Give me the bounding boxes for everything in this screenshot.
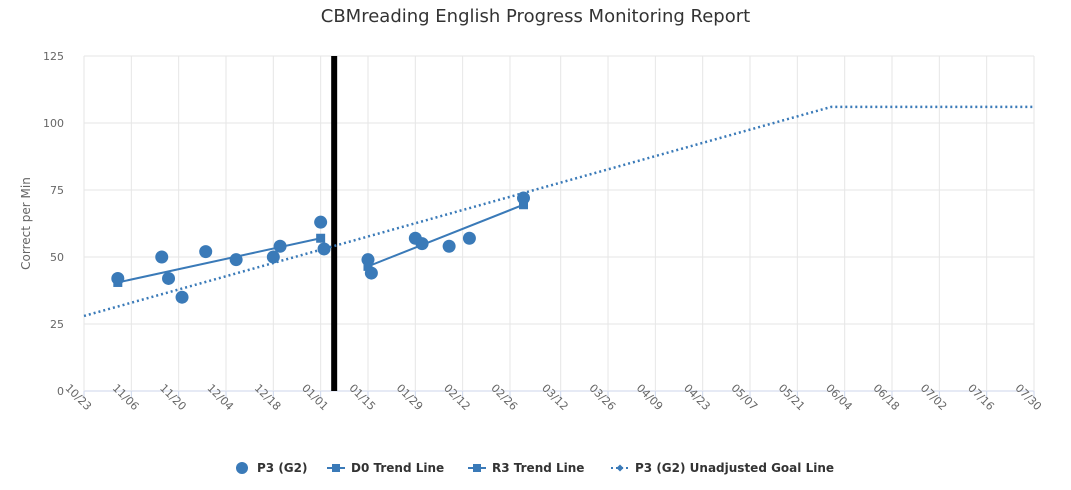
series-3: [83, 105, 1034, 318]
y-axis: 0 25 50 75 100 125 Correct per Min: [19, 50, 64, 398]
x-tick-label: 07/16: [965, 382, 997, 414]
y-tick-label: 50: [50, 251, 64, 264]
x-axis: 10/23 11/06 11/20 12/04 12/18 01/01 01/15 01/29…: [62, 382, 1044, 414]
trend-line: [117, 237, 321, 284]
grid-lines: [83, 55, 1035, 392]
data-point[interactable]: [155, 250, 169, 264]
y-axis-label: Correct per Min: [19, 177, 33, 270]
x-tick-label: 04/09: [634, 382, 666, 414]
data-point[interactable]: [266, 250, 280, 264]
x-tick-label: 02/26: [488, 382, 520, 414]
x-tick-label: 02/12: [441, 382, 473, 414]
x-tick-label: 07/30: [1012, 382, 1044, 414]
data-point[interactable]: [199, 245, 213, 259]
x-tick-label: 11/20: [157, 382, 189, 414]
x-tick-label: 05/21: [776, 382, 808, 414]
trend-point[interactable]: [316, 233, 326, 243]
trend-point[interactable]: [519, 200, 529, 210]
legend-label: P3 (G2): [257, 461, 308, 475]
x-tick-label: 05/07: [728, 382, 760, 414]
series-0: [111, 191, 531, 304]
trend-point[interactable]: [363, 261, 373, 271]
x-tick-label: 06/04: [823, 382, 855, 414]
y-tick-label: 0: [57, 385, 64, 398]
x-tick-label: 01/15: [346, 382, 378, 414]
y-tick-label: 125: [43, 50, 64, 63]
y-tick-label: 100: [43, 117, 64, 130]
legend-item[interactable]: D0 Trend Line: [327, 461, 444, 475]
data-point[interactable]: [317, 242, 331, 256]
x-tick-label: 12/04: [204, 382, 236, 414]
legend-marker-square[interactable]: [473, 464, 481, 472]
legend-item[interactable]: P3 (G2) Unadjusted Goal Line: [611, 461, 834, 475]
legend-label: D0 Trend Line: [351, 461, 444, 475]
data-point[interactable]: [462, 231, 476, 245]
series-1: [113, 233, 326, 287]
legend-label: R3 Trend Line: [492, 461, 584, 475]
series-2: [363, 200, 529, 271]
x-tick-label: 01/29: [394, 382, 426, 414]
legend-item[interactable]: P3 (G2): [236, 461, 308, 475]
x-tick-label: 03/12: [539, 382, 571, 414]
trend-point[interactable]: [113, 277, 123, 287]
data-point[interactable]: [162, 271, 176, 285]
x-tick-label: 10/23: [62, 382, 94, 414]
y-tick-label: 75: [50, 184, 64, 197]
chart-title: CBMreading English Progress Monitoring R…: [320, 6, 751, 27]
legend-marker-diamond[interactable]: [616, 464, 624, 472]
x-tick-label: 11/06: [110, 382, 142, 414]
x-tick-label: 07/02: [918, 382, 950, 414]
series-layer: [83, 56, 1034, 391]
legend-marker-square[interactable]: [332, 464, 340, 472]
legend-label: P3 (G2) Unadjusted Goal Line: [635, 461, 834, 475]
goal-line: [83, 105, 1034, 318]
x-tick-label: 12/18: [252, 382, 284, 414]
legend-item[interactable]: R3 Trend Line: [468, 461, 584, 475]
x-tick-label: 04/23: [681, 382, 713, 414]
trend-line: [367, 203, 524, 268]
x-tick-label: 03/26: [586, 382, 618, 414]
x-tick-label: 01/01: [299, 382, 331, 414]
x-tick-label: 06/18: [870, 382, 902, 414]
legend-marker-circle[interactable]: [236, 462, 248, 474]
data-point[interactable]: [314, 215, 328, 229]
legend[interactable]: P3 (G2) D0 Trend Line R3 Trend Line P3 (G2)…: [236, 461, 834, 475]
y-tick-label: 25: [50, 318, 64, 331]
data-point[interactable]: [175, 290, 189, 304]
data-point[interactable]: [442, 239, 456, 253]
